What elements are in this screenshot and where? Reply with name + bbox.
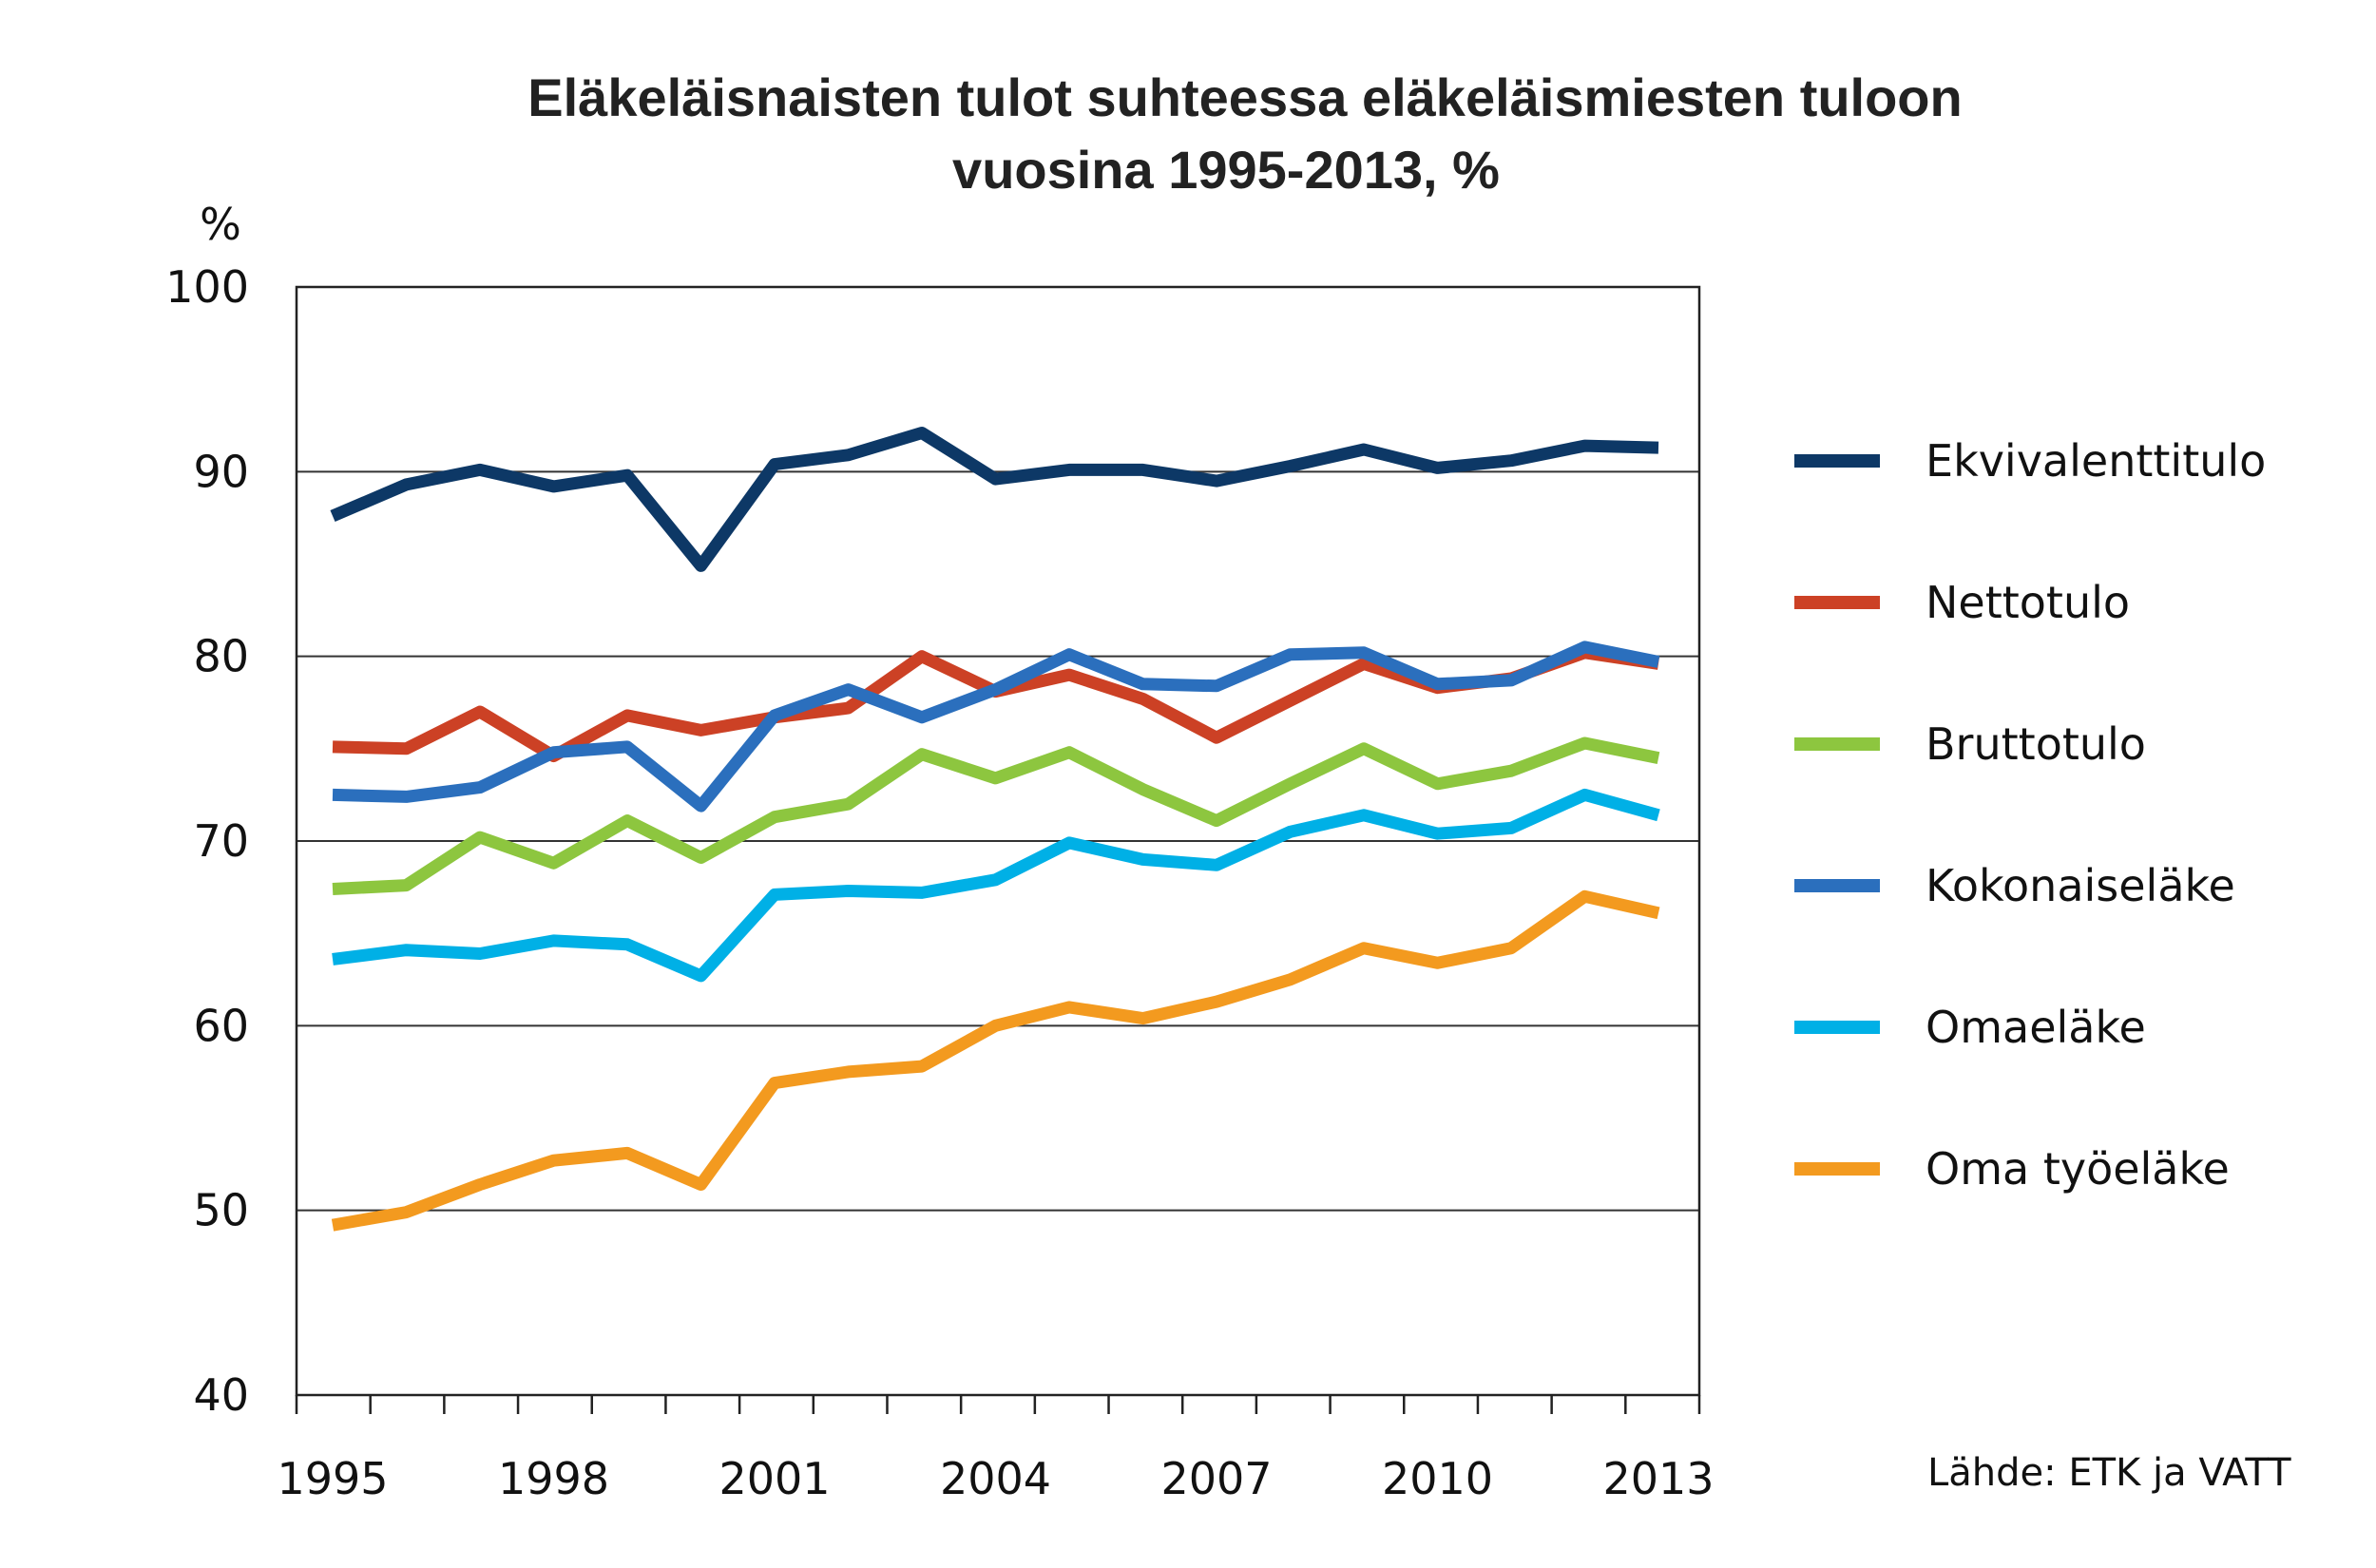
legend-label-3: Bruttotulo (1926, 718, 2146, 770)
x-tick-label-2007: 2007 (1160, 1453, 1272, 1504)
y-tick-label-90: 90 (193, 446, 249, 497)
y-tick-label-40: 40 (193, 1369, 249, 1421)
chart-title-line-1: Eläkeläisnaisten tulot suhteessa eläkelä… (527, 67, 1962, 127)
source-note: Lähde: ETK ja VATT (1927, 1451, 2291, 1495)
legend-label-2: Nettotulo (1926, 577, 2130, 628)
legend-label-6: Oma työeläke (1926, 1143, 2230, 1195)
x-tick-label-1998: 1998 (498, 1453, 609, 1504)
legend-label-1: Ekvivalenttitulo (1926, 435, 2266, 487)
y-tick-label-50: 50 (193, 1185, 249, 1236)
x-tick-label-2010: 2010 (1382, 1453, 1493, 1504)
x-tick-label-2004: 2004 (940, 1453, 1051, 1504)
series-line-2 (332, 646, 1659, 763)
chart-title-line-2: vuosina 1995-2013, % (952, 140, 1500, 200)
legend: Ekvivalenttitulo Nettotulo Bruttotulo Kokon… (1794, 435, 2266, 1195)
series-lines (330, 427, 1660, 1232)
y-tick-label-60: 60 (193, 1000, 249, 1051)
plot-frame (295, 285, 1701, 1397)
series-line-6 (331, 889, 1660, 1232)
x-tick-label-2001: 2001 (719, 1453, 830, 1504)
y-tick-label-70: 70 (193, 815, 249, 867)
y-axis-unit-label: % (200, 199, 241, 250)
series-line-5 (332, 788, 1660, 983)
legend-label-4: Kokonaiseläke (1926, 860, 2235, 911)
x-tick-label-1995: 1995 (277, 1453, 388, 1504)
gridlines (297, 470, 1699, 1212)
series-line-1 (330, 427, 1659, 572)
x-tick-label-2013: 2013 (1602, 1453, 1714, 1504)
series-line-3 (332, 736, 1660, 895)
axes: 40 50 60 70 80 90 100 1995 1998 2001 2004 2007 2010 2… (165, 261, 1714, 1504)
legend-label-5: Omaeläke (1926, 1002, 2146, 1053)
y-tick-label-100: 100 (165, 261, 249, 313)
series-line-4 (332, 641, 1660, 813)
y-tick-label-80: 80 (193, 631, 249, 682)
